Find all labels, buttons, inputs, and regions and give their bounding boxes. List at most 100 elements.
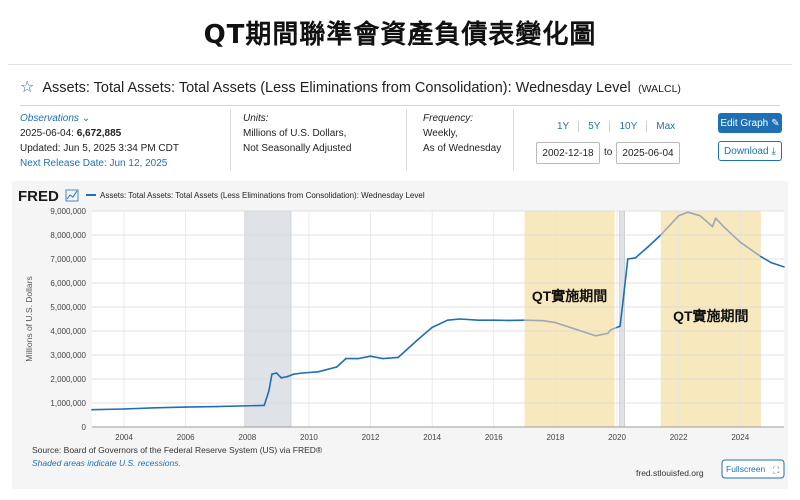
- series-id: (WALCL): [638, 83, 681, 95]
- fullscreen-button[interactable]: Fullscreen ⛶: [721, 459, 785, 479]
- series-title-row: ☆ Assets: Total Assets: Total Assets (Le…: [20, 79, 681, 97]
- observations-label: Observations: [20, 113, 79, 124]
- series-line-segment: [724, 226, 742, 244]
- units-line1: Millions of U.S. Dollars,: [243, 128, 347, 139]
- series-line-segment: [542, 319, 557, 324]
- series-line-segment: [317, 366, 338, 373]
- series-line-segment: [739, 241, 762, 258]
- series-line-segment: [263, 390, 270, 407]
- series-line-segment: [659, 214, 680, 236]
- range-max-button[interactable]: Max: [646, 121, 684, 132]
- series-line-segment: [91, 408, 125, 411]
- qt-period-label: QT實施期間: [532, 288, 607, 304]
- series-line-segment: [275, 372, 282, 379]
- banner: QT期間聯準會資產負債表變化圖: [0, 0, 800, 64]
- series-line-segment: [369, 355, 384, 360]
- y-tick-label: 6,000,000: [50, 279, 86, 288]
- series-line-segment: [286, 373, 295, 378]
- edit-icon: ✎: [771, 117, 780, 129]
- series-line-segment: [415, 326, 433, 342]
- series-line-segment: [677, 211, 689, 217]
- series-line-segment: [760, 255, 772, 264]
- fullscreen-label: Fullscreen: [726, 464, 765, 474]
- observations-block: Observations ⌄ 2025-06-04: 6,672,885 Upd…: [20, 111, 179, 171]
- series-line-segment: [154, 406, 187, 409]
- meta-divider: [513, 109, 514, 171]
- series-line-segment: [459, 318, 480, 321]
- range-5y-button[interactable]: 5Y: [578, 121, 609, 132]
- download-button[interactable]: Download ⤓: [718, 141, 782, 161]
- series-title: Assets: Total Assets: Total Assets (Less…: [42, 79, 681, 97]
- updated-text: Updated: Jun 5, 2025 3:34 PM CDT: [20, 143, 179, 154]
- series-line-segment: [123, 407, 156, 410]
- y-tick-label: 5,000,000: [50, 303, 86, 312]
- y-tick-label: 3,000,000: [50, 351, 86, 360]
- series-line-segment: [554, 321, 575, 330]
- x-tick-label: 2022: [670, 433, 688, 442]
- range-1y-button[interactable]: 1Y: [557, 121, 570, 132]
- units-label: Units:: [243, 113, 269, 124]
- y-tick-label: 2,000,000: [50, 375, 86, 384]
- units-line2: Not Seasonally Adjusted: [243, 143, 352, 154]
- series-line-segment: [647, 234, 662, 248]
- qt-period-band: [524, 211, 615, 427]
- meta-divider: [230, 109, 231, 171]
- frequency-block: Frequency: Weekly, As of Wednesday: [423, 111, 501, 156]
- next-release-link[interactable]: Next Release Date: Jun 12, 2025: [20, 158, 168, 169]
- y-tick-label: 0: [82, 423, 87, 432]
- y-tick-label: 8,000,000: [50, 231, 86, 240]
- y-tick-label: 4,000,000: [50, 327, 86, 336]
- line-chart: FRED Assets: Total Assets: Total Assets …: [18, 188, 785, 479]
- x-tick-label: 2020: [608, 433, 626, 442]
- observation-date: 2025-06-04:: [20, 128, 74, 139]
- x-tick-label: 2008: [238, 433, 256, 442]
- star-icon[interactable]: ☆: [20, 79, 35, 96]
- x-tick-label: 2016: [485, 433, 503, 442]
- fred-logo: FRED: [18, 188, 59, 205]
- series-line-segment: [301, 371, 319, 374]
- source-text: Source: Board of Governors of the Federa…: [32, 445, 323, 455]
- x-tick-label: 2006: [177, 433, 195, 442]
- series-line-segment: [382, 356, 400, 360]
- x-tick-label: 2018: [546, 433, 564, 442]
- series-line-segment: [268, 373, 273, 392]
- series-line-segment: [594, 332, 609, 337]
- series-line-segment: [335, 357, 347, 368]
- series-line-segment: [357, 355, 372, 360]
- y-axis-label: Millions of U.S. Dollars: [24, 276, 34, 362]
- frequency-line2: As of Wednesday: [423, 143, 502, 154]
- download-icon: ⤓: [771, 145, 776, 157]
- series-line-segment: [770, 261, 785, 268]
- legend-label: Assets: Total Assets: Total Assets (Less…: [100, 191, 425, 200]
- edit-graph-label: Edit Graph: [720, 117, 769, 129]
- series-line-segment: [292, 372, 304, 375]
- y-tick-label: 9,000,000: [50, 207, 86, 216]
- observation-latest: 2025-06-04: 6,672,885: [20, 126, 179, 141]
- range-buttons: 1Y 5Y 10Y Max: [548, 121, 684, 132]
- observations-toggle[interactable]: Observations ⌄: [20, 111, 179, 126]
- range-10y-button[interactable]: 10Y: [609, 121, 646, 132]
- date-range-separator: to: [604, 147, 613, 158]
- y-tick-label: 7,000,000: [50, 255, 86, 264]
- fullscreen-button-frame: [721, 459, 785, 479]
- recession-note: Shaded areas indicate U.S. recessions.: [32, 458, 181, 468]
- edit-graph-button[interactable]: Edit Graph ✎: [718, 113, 782, 133]
- start-date-input[interactable]: 2002-12-18: [536, 142, 600, 164]
- end-date-input[interactable]: 2025-06-04: [616, 142, 680, 164]
- series-line-segment: [610, 326, 618, 331]
- series-title-text: Assets: Total Assets: Total Assets (Less…: [42, 80, 631, 96]
- qt-period-band: [660, 211, 761, 427]
- series-line-segment: [215, 405, 246, 408]
- x-tick-label: 2014: [423, 433, 441, 442]
- series-line-segment: [431, 319, 449, 329]
- series-line-segment: [619, 299, 624, 327]
- frequency-line1: Weekly,: [423, 128, 458, 139]
- x-tick-label: 2012: [362, 433, 380, 442]
- units-block: Units: Millions of U.S. Dollars, Not Sea…: [243, 111, 351, 156]
- fred-logo-icon: [65, 189, 79, 202]
- banner-title: QT期間聯準會資產負債表變化圖: [203, 19, 597, 50]
- y-tick-label: 1,000,000: [50, 399, 86, 408]
- x-tick-label: 2004: [115, 433, 133, 442]
- meta-divider: [406, 109, 407, 171]
- chart-container: FRED Assets: Total Assets: Total Assets …: [12, 181, 788, 489]
